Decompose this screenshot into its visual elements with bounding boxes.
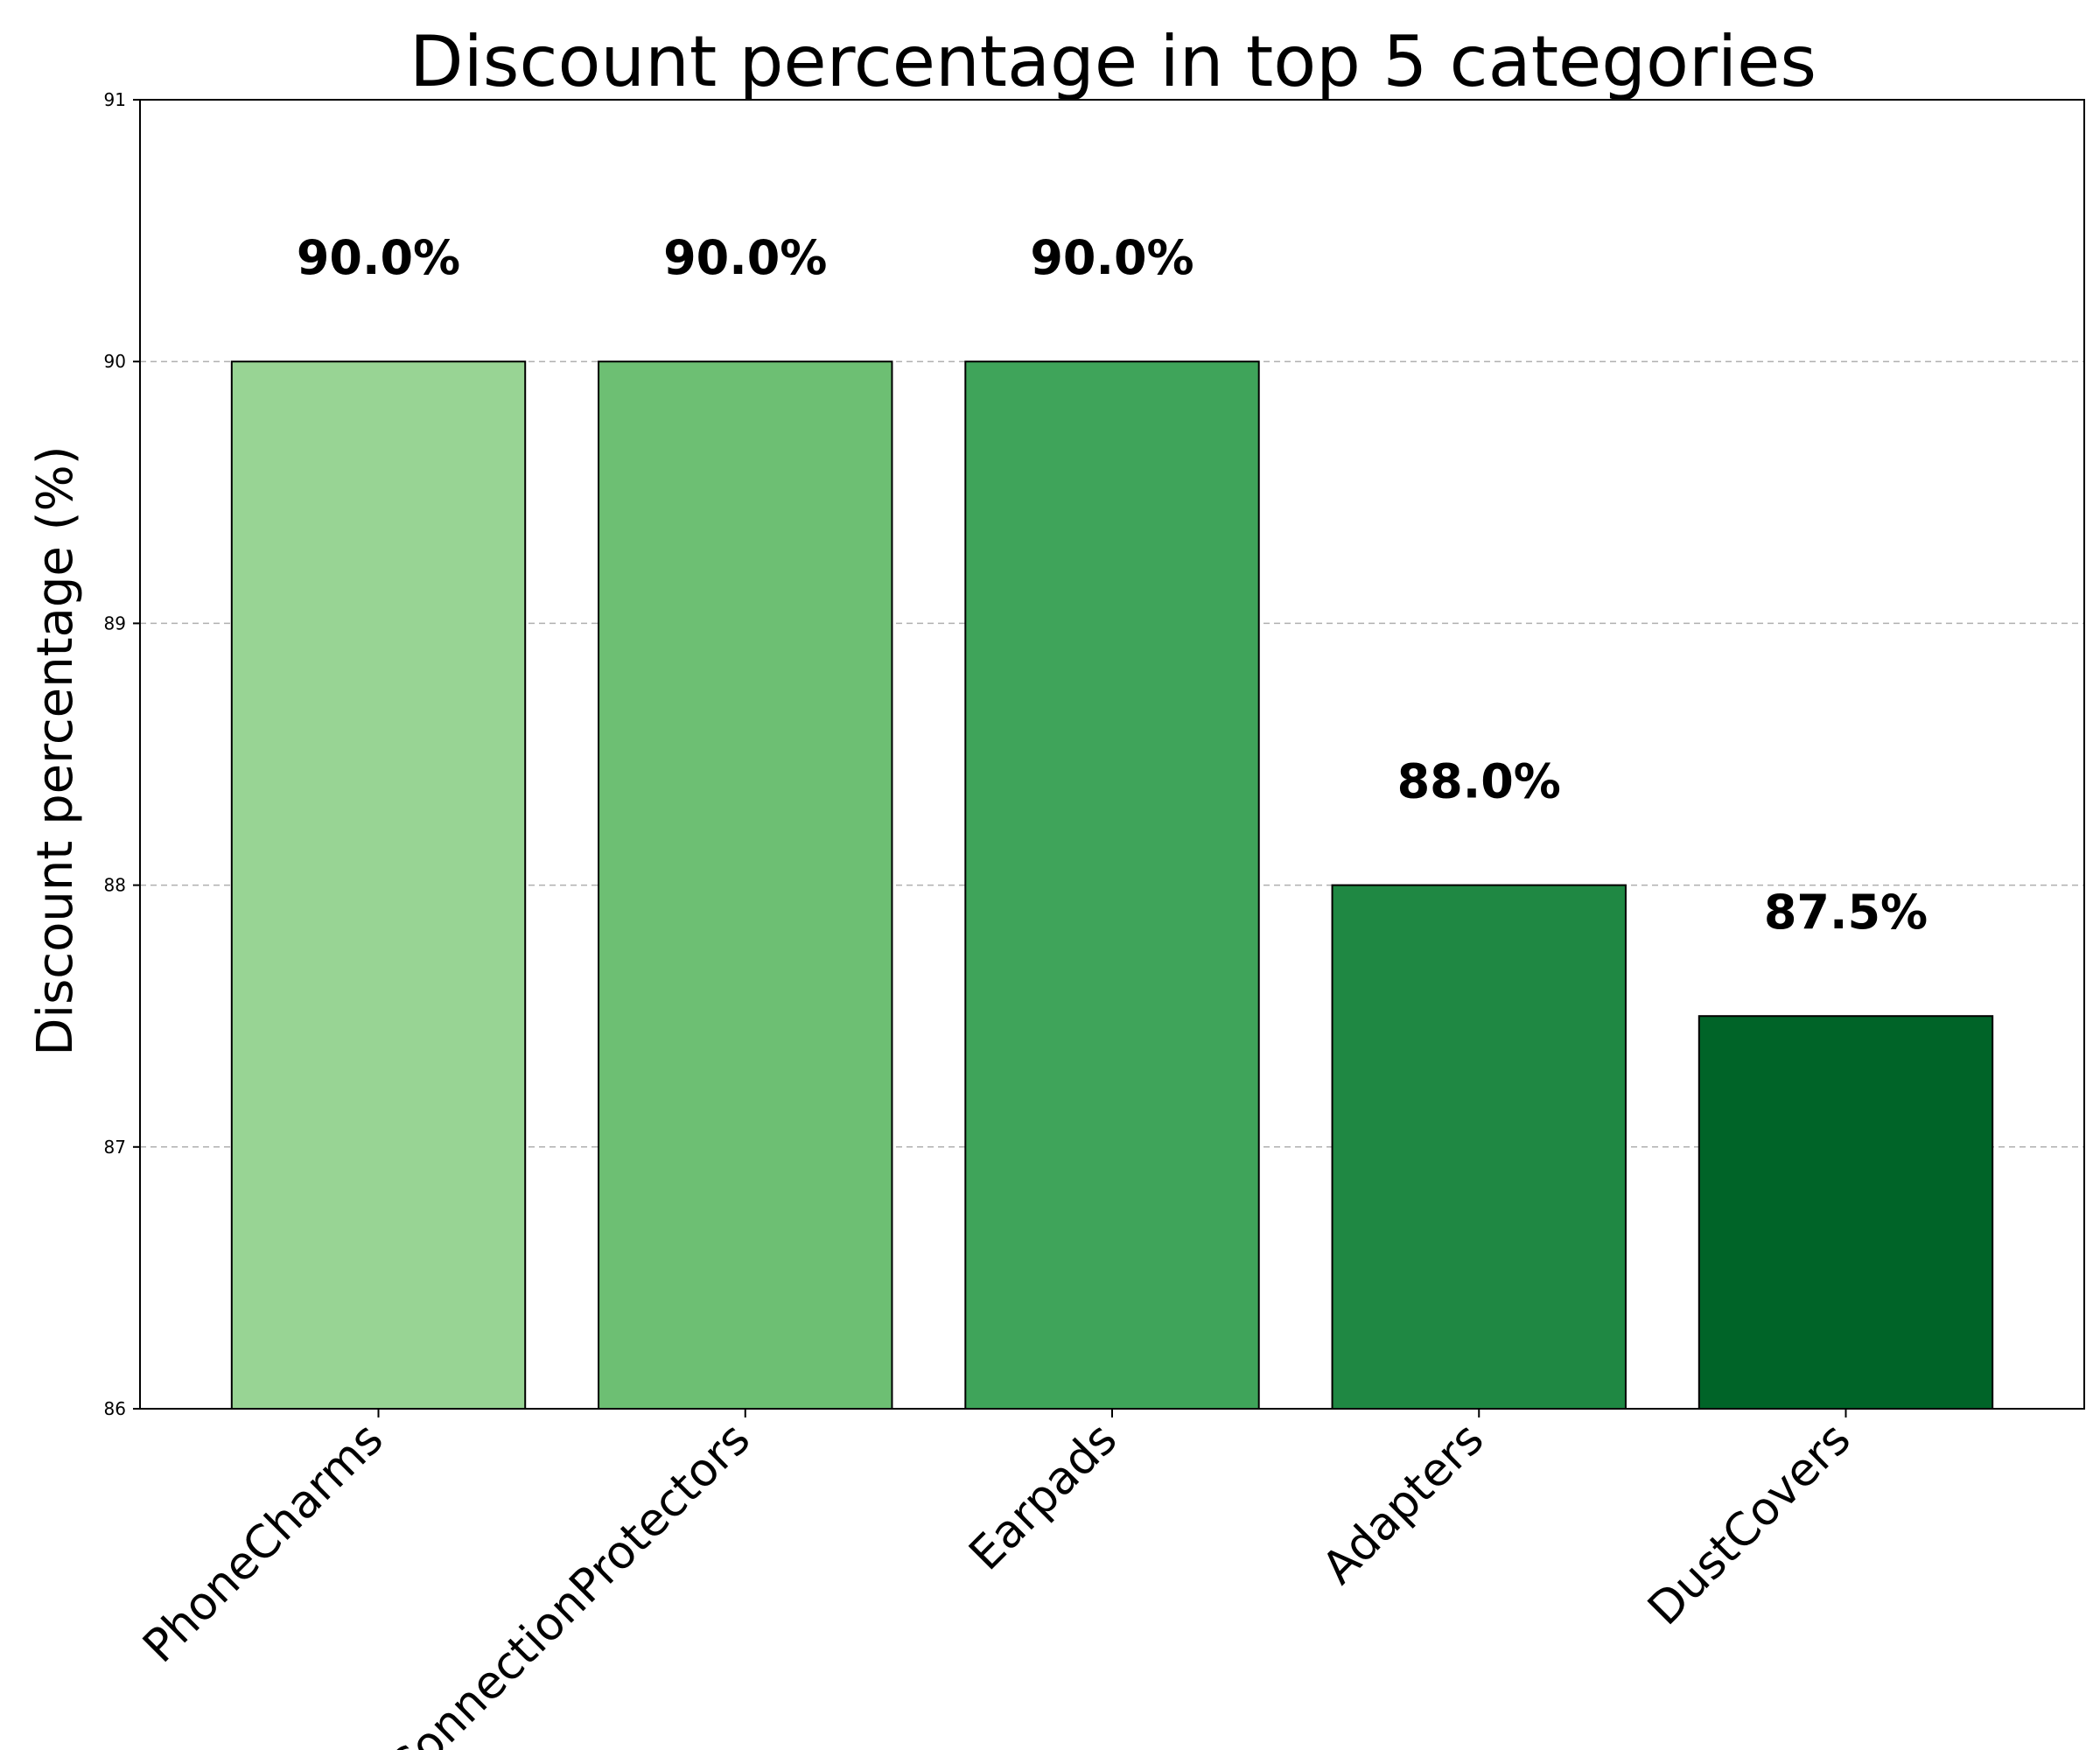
bar: [598, 360, 893, 1410]
x-tick-label: Adapters: [1312, 1413, 1494, 1594]
y-tick-label: 88: [104, 875, 126, 896]
y-tick-label: 86: [104, 1398, 126, 1419]
bar-value-label: 90.0%: [663, 230, 827, 285]
chart-title: Discount percentage in top 5 categories: [410, 21, 1816, 102]
bar-value-label: 87.5%: [1764, 885, 1928, 940]
y-tick-label: 89: [104, 612, 126, 634]
bar-value-label: 88.0%: [1397, 754, 1561, 809]
y-axis-label: Discount percentage (%): [27, 445, 84, 1055]
bar-value-labels: 90.0% 90.0% 90.0% 88.0% 87.5%: [297, 230, 1928, 940]
bar-value-label: 90.0%: [1030, 230, 1194, 285]
x-tick-label: Earpads: [960, 1413, 1128, 1581]
bar: [964, 360, 1260, 1410]
x-tick-label: ConnectionProtectors: [378, 1413, 760, 1750]
y-tick-label: 91: [104, 89, 126, 110]
bar: [230, 360, 527, 1410]
bar-value-label: 90.0%: [297, 230, 460, 285]
bar: [1331, 884, 1627, 1410]
x-tick-label: DustCovers: [1638, 1413, 1860, 1635]
bars: [230, 360, 1994, 1410]
x-tick-label: PhoneCharms: [133, 1413, 393, 1673]
y-tick-label: 90: [104, 351, 126, 372]
bar: [1698, 1015, 1994, 1410]
y-axis-ticks: 86 87 88 89 90 91: [104, 89, 140, 1419]
y-tick-label: 87: [104, 1137, 126, 1158]
